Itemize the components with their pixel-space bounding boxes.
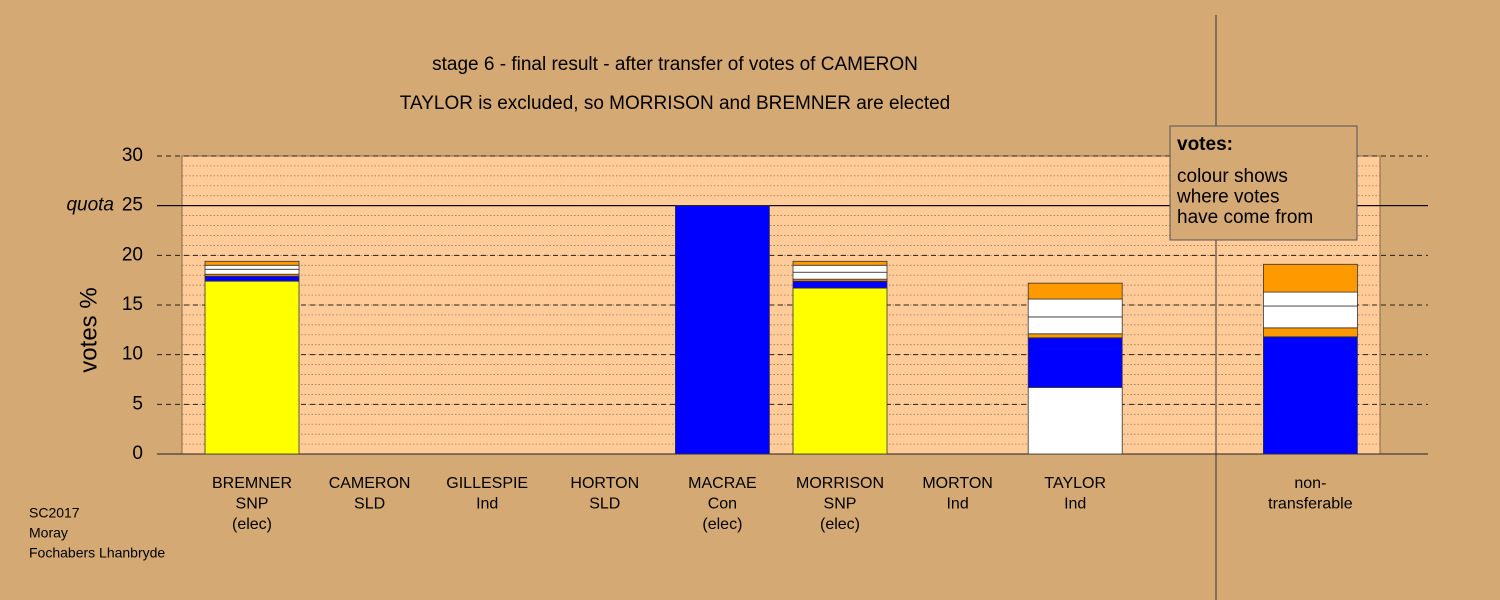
bar-segment	[792, 280, 888, 289]
x-tick-label: GILLESPIE	[446, 475, 528, 492]
x-tick-label: (elec)	[820, 516, 860, 533]
x-tick-label: (elec)	[702, 516, 742, 533]
bar-segment	[204, 275, 300, 282]
y-tick-label: 20	[122, 244, 143, 265]
x-tick-label: transferable	[1268, 496, 1353, 513]
legend-text: have come from	[1177, 207, 1313, 228]
chart-title: stage 6 - final result - after transfer …	[432, 54, 918, 75]
x-tick-label: Con	[708, 496, 737, 513]
x-tick-label: SNP	[236, 496, 269, 513]
x-tick-label: Ind	[946, 496, 968, 513]
y-tick-label: 25	[122, 195, 143, 216]
bar-segment	[1263, 336, 1358, 455]
footer-text: Moray	[29, 525, 68, 541]
bar-segment	[1263, 291, 1358, 307]
legend-text: colour shows	[1177, 166, 1288, 187]
bar-segment	[1263, 263, 1358, 293]
x-tick-label: SNP	[824, 496, 857, 513]
bar-segment	[1027, 337, 1123, 388]
bar-segment	[1027, 333, 1123, 339]
bar-segment	[1027, 387, 1123, 455]
y-axis-label: votes %	[75, 287, 102, 372]
x-tick-label: (elec)	[232, 516, 272, 533]
quota-label: quota	[66, 195, 114, 216]
chart-subtitle: TAYLOR is excluded, so MORRISON and BREM…	[400, 93, 951, 114]
bar-segment	[1027, 316, 1123, 335]
bar-segment	[675, 205, 770, 455]
y-tick-label: 30	[122, 145, 143, 166]
x-tick-label: MORRISON	[796, 475, 884, 492]
bar-segment	[792, 287, 888, 455]
legend-box	[1169, 125, 1358, 241]
bar-segment	[1263, 305, 1358, 329]
x-tick-label: non-	[1294, 475, 1326, 492]
y-tick-label: 5	[132, 393, 143, 414]
bar-segment	[792, 271, 888, 280]
x-tick-label: MACRAE	[688, 475, 756, 492]
bar-segment	[204, 264, 300, 270]
bar-segment	[792, 264, 888, 273]
y-tick-label: 10	[122, 344, 143, 365]
x-tick-label: SLD	[354, 496, 385, 513]
y-tick-label: 15	[122, 294, 143, 315]
legend-title: votes:	[1177, 134, 1233, 155]
x-tick-label: TAYLOR	[1044, 475, 1106, 492]
bar-segment	[792, 260, 888, 266]
bar-segment	[1027, 298, 1123, 318]
bar-segment	[204, 280, 300, 455]
bar-segment	[1027, 282, 1123, 300]
x-tick-label: Ind	[476, 496, 498, 513]
footer-text: Fochabers Lhanbryde	[29, 545, 165, 561]
x-tick-label: BREMNER	[212, 475, 292, 492]
x-tick-label: SLD	[589, 496, 620, 513]
y-tick-label: 0	[132, 443, 143, 464]
bar-segment	[1263, 327, 1358, 338]
x-tick-label: HORTON	[570, 475, 639, 492]
legend-text: where votes	[1176, 187, 1279, 208]
x-tick-label: Ind	[1064, 496, 1086, 513]
x-tick-label: CAMERON	[329, 475, 411, 492]
footer-text: SC2017	[29, 505, 80, 521]
x-tick-label: MORTON	[922, 475, 993, 492]
bar-segment	[204, 268, 300, 275]
bar-segment	[204, 260, 300, 266]
